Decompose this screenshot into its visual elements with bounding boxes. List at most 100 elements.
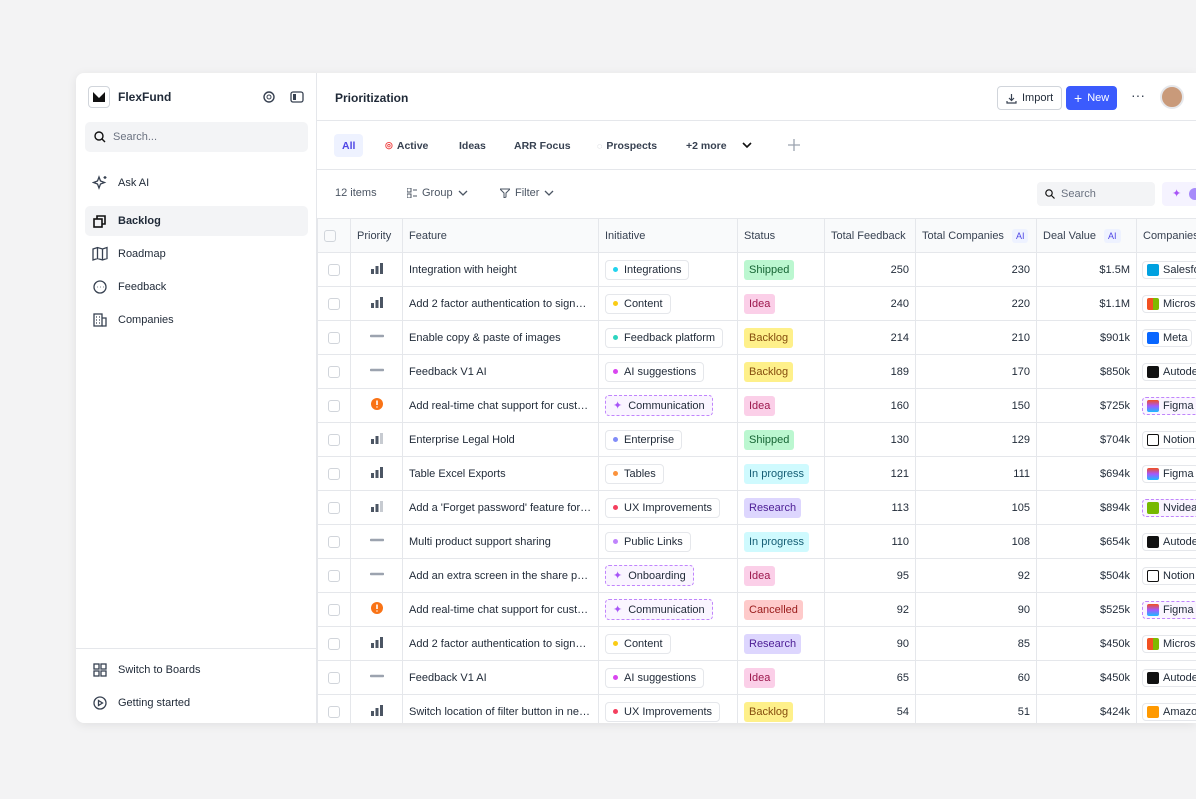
more-menu[interactable]: ··· — [1131, 87, 1145, 103]
row[interactable]: Enable copy & paste of images Feedback pl… — [317, 320, 1196, 355]
settings-icon[interactable] — [262, 90, 276, 104]
row[interactable]: Integration with height Integrations Shipp… — [317, 252, 1196, 287]
new-button[interactable]: + New — [1066, 86, 1118, 110]
initiative-pill: UX Improvements — [605, 497, 721, 518]
row[interactable]: Table Excel Exports Tables In progress 121 1… — [317, 456, 1196, 491]
row[interactable]: Add real-time chat support for cust… ✦ Com… — [317, 592, 1196, 627]
tab-label: Active — [396, 139, 429, 152]
tab[interactable]: ◎ Active — [385, 139, 429, 152]
row[interactable]: Switch location of filter button in ne… U… — [317, 694, 1196, 723]
tab-label: +2 more — [686, 139, 727, 152]
priority-icon — [350, 660, 403, 695]
company-name: Salesforce — [1163, 263, 1196, 276]
sidebar: FlexFund Search... Ask AI Backlog Roadmap F… — [76, 73, 317, 723]
column-label: Companies — [1143, 229, 1196, 242]
column-label: Total Companies — [922, 229, 1004, 242]
collapse-icon[interactable] — [290, 90, 304, 104]
select-all[interactable] — [317, 218, 351, 253]
deal-value: $725k — [1036, 388, 1137, 423]
row[interactable]: Add real-time chat support for cust… ✦ Com… — [317, 388, 1196, 423]
row-select[interactable] — [317, 354, 351, 389]
status-cell: Idea — [737, 388, 825, 423]
priority-icon — [350, 490, 403, 525]
nav-item[interactable]: Roadmap — [85, 239, 308, 269]
total-feedback: 121 — [824, 456, 916, 491]
priority-icon — [350, 694, 403, 723]
row[interactable]: Add 2 factor authentication to sign… Cont… — [317, 626, 1196, 661]
avatar[interactable] — [1160, 85, 1184, 109]
row[interactable]: Feedback V1 AI AI suggestions Backlog 189 17… — [317, 354, 1196, 389]
tab[interactable]: ◌ Prospects — [597, 139, 658, 152]
nav-label: Backlog — [118, 215, 161, 227]
priority-icon — [350, 558, 403, 593]
import-button[interactable]: Import — [997, 86, 1063, 110]
initiative-label: Feedback platform — [624, 331, 716, 344]
initiative-label: Communication — [628, 399, 705, 412]
row-select[interactable] — [317, 490, 351, 525]
company-pill: Nvidea — [1142, 498, 1196, 517]
add-tab[interactable] — [786, 137, 802, 153]
filter-button[interactable]: Filter — [500, 187, 554, 199]
row-select[interactable] — [317, 524, 351, 559]
sidebar-search[interactable]: Search... — [85, 122, 308, 152]
row[interactable]: Add 2 factor authentication to sign… Cont… — [317, 286, 1196, 321]
row[interactable]: Enterprise Legal Hold Enterprise Shipped 13… — [317, 422, 1196, 457]
row-select[interactable] — [317, 626, 351, 661]
company-cell: Autodesk — [1136, 660, 1196, 695]
row-select[interactable] — [317, 456, 351, 491]
row-select[interactable] — [317, 422, 351, 457]
row-select[interactable] — [317, 252, 351, 287]
row[interactable]: Feedback V1 AI AI suggestions Idea 65 60 $450… — [317, 660, 1196, 695]
tab[interactable]: +2 more — [678, 134, 735, 157]
initiative-label: AI suggestions — [624, 365, 697, 378]
row[interactable]: Multi product support sharing Public Link… — [317, 524, 1196, 559]
column-label: Priority — [357, 229, 392, 242]
row[interactable]: Add an extra screen in the share pa… ✦ Onb… — [317, 558, 1196, 593]
status-cell: Backlog — [737, 354, 825, 389]
initiative-pill: AI suggestions — [605, 667, 705, 688]
column-header: Initiative — [598, 218, 738, 253]
row-select[interactable] — [317, 592, 351, 627]
initiative-label: AI suggestions — [624, 671, 697, 684]
deal-value: $450k — [1036, 660, 1137, 695]
tab[interactable]: ARR Focus — [506, 134, 579, 157]
row-select[interactable] — [317, 320, 351, 355]
chevron[interactable] — [739, 137, 755, 153]
row-select[interactable] — [317, 558, 351, 593]
total-companies: 90 — [915, 592, 1037, 627]
initiative-pill: ✦ Communication — [605, 599, 713, 620]
nav-item[interactable]: Companies — [85, 305, 308, 335]
total-companies: 105 — [915, 490, 1037, 525]
nav-item[interactable]: Ask AI — [85, 168, 308, 198]
footer-item[interactable]: Switch to Boards — [85, 655, 308, 685]
initiative-label: Enterprise — [624, 433, 675, 446]
company-cell: Microsoft — [1136, 286, 1196, 321]
initiative-pill: AI suggestions — [605, 361, 705, 382]
column-header: Priority — [350, 218, 403, 253]
filter-label: Filter — [515, 187, 540, 199]
row-select[interactable] — [317, 388, 351, 423]
status-cell: In progress — [737, 456, 825, 491]
company-name: Meta — [1163, 331, 1188, 344]
total-companies: 108 — [915, 524, 1037, 559]
tab[interactable]: Ideas — [451, 134, 494, 157]
row[interactable]: Add a 'Forget password' feature for… UX I… — [317, 490, 1196, 525]
table-search[interactable]: Search — [1037, 182, 1155, 206]
nav-item[interactable]: Backlog — [85, 206, 308, 236]
footer-item[interactable]: Getting started — [85, 688, 308, 718]
group-button[interactable]: Group — [407, 187, 468, 199]
brand-name: FlexFund — [118, 90, 172, 104]
ai-button[interactable]: ✦ — [1162, 182, 1196, 206]
column-label: Feature — [409, 229, 447, 242]
row-select[interactable] — [317, 660, 351, 695]
row-select[interactable] — [317, 286, 351, 321]
nav-item[interactable]: Feedback — [85, 272, 308, 302]
row-select[interactable] — [317, 694, 351, 723]
company-cell: Microsoft — [1136, 626, 1196, 661]
status-cell: Cancelled — [737, 592, 825, 627]
total-companies: 129 — [915, 422, 1037, 457]
initiative-cell: Tables — [598, 456, 738, 491]
brand-logo — [88, 86, 110, 108]
tab[interactable]: All — [334, 134, 364, 157]
priority-icon — [350, 422, 403, 457]
